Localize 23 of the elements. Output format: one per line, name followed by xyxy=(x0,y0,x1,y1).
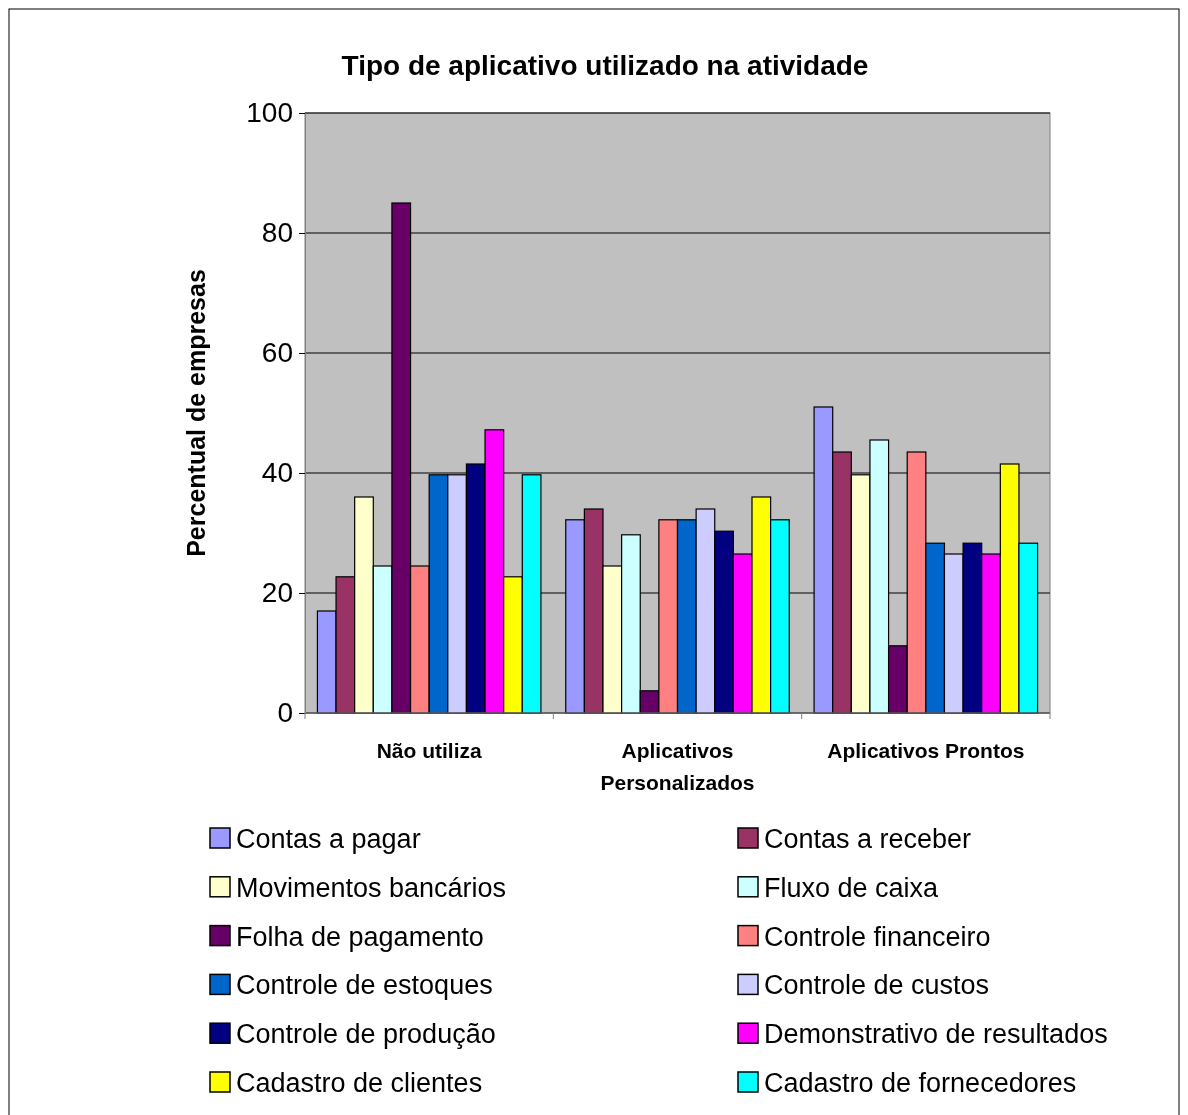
y-tick-label: 20 xyxy=(261,577,293,609)
y-tick-label: 100 xyxy=(246,97,293,129)
y-tick-label: 60 xyxy=(261,337,293,369)
legend-label: Contas a pagar xyxy=(236,824,421,854)
legend-label: Folha de pagamento xyxy=(236,921,484,952)
y-tick-label: 80 xyxy=(261,217,293,249)
legend-label: Cadastro de fornecedores xyxy=(764,1068,1077,1098)
legend-label: Cadastro de clientes xyxy=(236,1068,483,1098)
legend-label: Controle de estoques xyxy=(236,970,493,1001)
y-axis-title: Percentual de empresas xyxy=(182,269,210,557)
y-tick-label: 40 xyxy=(261,457,293,489)
legend-label: Movimentos bancários xyxy=(236,872,507,903)
y-tick-label: 0 xyxy=(277,697,293,729)
x-tick-label: Não utiliza xyxy=(376,739,482,762)
legend-label: Demonstrativo de resultados xyxy=(764,1019,1108,1050)
legend-label: Controle financeiro xyxy=(764,921,991,952)
legend-label: Controle de custos xyxy=(764,970,990,1001)
legend-label: Contas a receber xyxy=(764,824,972,854)
x-tick-label: Aplicativos Personalizados xyxy=(600,739,755,794)
legend-label: Fluxo de caixa xyxy=(764,872,940,903)
x-tick-label: Aplicativos Prontos xyxy=(827,739,1025,762)
legend-label: Controle de produção xyxy=(236,1019,496,1050)
chart-title: Tipo de aplicativo utilizado na atividade xyxy=(341,50,869,81)
